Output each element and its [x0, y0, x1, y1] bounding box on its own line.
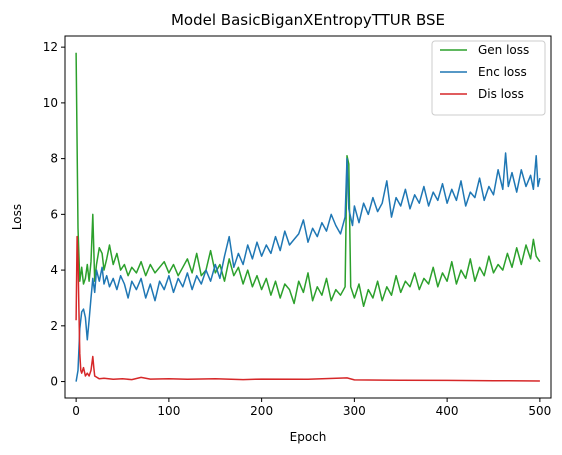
chart-title: Model BasicBiganXEntropyTTUR BSE — [171, 11, 445, 29]
x-tick-label: 400 — [436, 404, 459, 418]
y-tick-label: 8 — [50, 152, 58, 166]
legend: Gen loss Enc loss Dis loss — [431, 40, 546, 116]
legend-box — [431, 40, 546, 116]
x-tick-label: 200 — [250, 404, 273, 418]
legend-label-enc-loss: Enc loss — [478, 65, 527, 79]
legend-label-dis-loss: Dis loss — [478, 87, 524, 101]
legend-label-gen-loss: Gen loss — [478, 43, 529, 57]
axis-ticks: 0 100 200 300 400 500 0 2 4 6 8 10 12 — [43, 40, 552, 418]
y-axis-label: Loss — [10, 204, 24, 230]
y-tick-label: 4 — [50, 263, 58, 277]
y-tick-label: 2 — [50, 319, 58, 333]
x-axis-label: Epoch — [290, 430, 327, 444]
x-tick-label: 0 — [72, 404, 80, 418]
x-tick-label: 300 — [343, 404, 366, 418]
y-tick-label: 10 — [43, 96, 58, 110]
plot-frame — [64, 35, 552, 399]
x-tick-label: 100 — [157, 404, 180, 418]
x-tick-label: 500 — [528, 404, 551, 418]
y-tick-label: 6 — [50, 207, 58, 221]
series-line-enc-loss — [75, 152, 541, 382]
plot-lines — [75, 52, 541, 382]
series-line-dis-loss — [75, 235, 540, 382]
series-line-gen-loss — [75, 52, 541, 308]
y-tick-label: 0 — [50, 375, 58, 389]
y-tick-label: 12 — [43, 40, 58, 54]
